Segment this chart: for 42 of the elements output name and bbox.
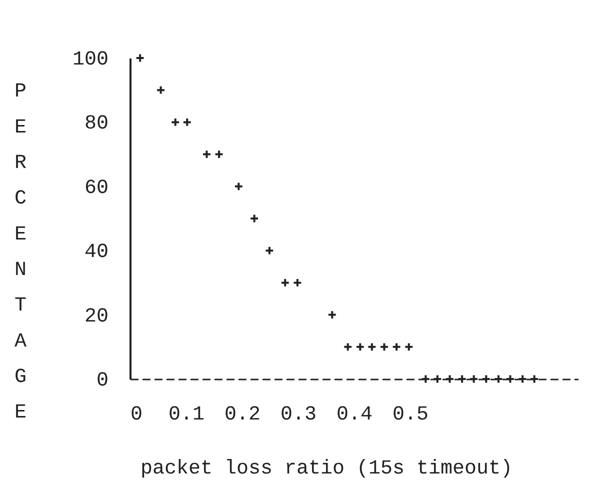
x-tick-label: 0.1 xyxy=(168,404,205,426)
y-tick-label: 80 xyxy=(84,112,108,136)
point xyxy=(202,150,212,160)
x-tick-label: 0.5 xyxy=(392,404,429,426)
point xyxy=(481,374,491,384)
point xyxy=(280,278,290,288)
point xyxy=(494,374,504,384)
text: PERCENTAGE xyxy=(14,80,27,425)
point xyxy=(530,374,540,384)
point xyxy=(170,117,180,127)
point xyxy=(445,374,454,384)
x-tick-label: 0.3 xyxy=(280,404,317,426)
x-axis-title: packet loss ratio (15s timeout) xyxy=(140,458,513,480)
point xyxy=(135,53,145,63)
y-tick-label: 40 xyxy=(84,241,108,264)
point xyxy=(469,374,479,384)
point xyxy=(250,214,260,224)
point xyxy=(392,342,402,352)
point xyxy=(182,117,192,127)
point xyxy=(367,342,377,352)
point xyxy=(420,374,430,384)
point xyxy=(380,342,389,352)
x-tick-label: 0.2 xyxy=(224,404,261,426)
y-tick-label: 0 xyxy=(96,370,108,392)
point xyxy=(156,85,166,95)
y-tick-label: 60 xyxy=(84,176,108,200)
point xyxy=(518,374,528,384)
point xyxy=(214,150,224,160)
point xyxy=(343,342,353,352)
point xyxy=(355,342,365,352)
x-tick-label: 0 xyxy=(130,404,143,426)
point xyxy=(506,374,515,384)
x-tick-label: 0.4 xyxy=(336,404,373,426)
point xyxy=(432,374,442,384)
point xyxy=(234,182,244,192)
point xyxy=(264,246,274,256)
y-tick-label: 100 xyxy=(72,48,108,72)
point xyxy=(404,342,414,352)
point xyxy=(457,374,467,384)
point xyxy=(327,310,337,320)
y-tick-label: 20 xyxy=(84,305,108,328)
point xyxy=(292,278,302,288)
